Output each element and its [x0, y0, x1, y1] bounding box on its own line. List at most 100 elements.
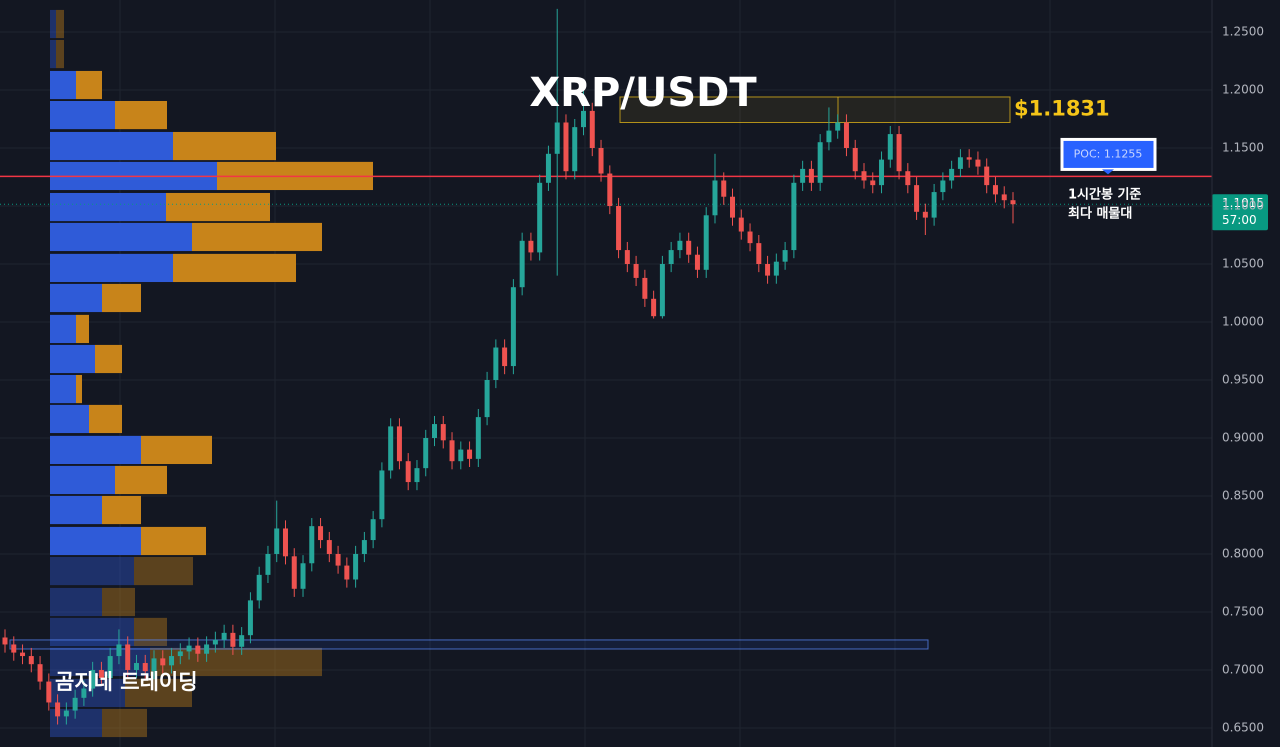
profile-buy: [50, 283, 102, 313]
candle-body: [773, 261, 779, 276]
profile-buy: [50, 192, 166, 222]
profile-buy: [50, 526, 141, 556]
candle-body: [730, 196, 736, 218]
profile-buy: [50, 100, 115, 130]
candle-body: [642, 277, 648, 299]
candle-body: [922, 211, 928, 218]
y-tick-label: 1.2500: [1222, 25, 1264, 39]
candle-body: [230, 632, 236, 647]
candle-body: [694, 254, 700, 270]
candle-body: [1010, 200, 1016, 205]
y-tick-label: 0.8000: [1222, 546, 1264, 560]
y-tick-label: 1.0000: [1222, 314, 1264, 328]
candle-body: [510, 287, 516, 367]
candle-body: [747, 231, 753, 244]
candle-body: [545, 153, 551, 183]
candle-body: [572, 127, 578, 172]
candle-body: [46, 681, 52, 703]
price-zone: [619, 96, 1011, 123]
candle-body: [975, 159, 981, 167]
candle-body: [37, 664, 43, 682]
profile-sell: [141, 526, 206, 556]
candle-body: [896, 134, 902, 172]
profile-sell: [173, 253, 296, 283]
candle-body: [81, 688, 87, 698]
candle-body: [712, 180, 718, 216]
profile-buy: [50, 587, 102, 617]
profile-buy: [50, 344, 95, 374]
candle-body: [55, 702, 61, 717]
profile-buy: [50, 404, 89, 434]
candle-body: [598, 148, 604, 174]
profile-sell: [102, 708, 147, 738]
candle-body: [957, 157, 963, 169]
candle-body: [353, 553, 359, 580]
profile-sell: [56, 9, 64, 39]
candle-body: [1001, 194, 1007, 201]
candle-body: [677, 240, 683, 251]
profile-buy: [50, 556, 134, 586]
y-tick-label: 1.1000: [1222, 199, 1264, 213]
profile-sell: [134, 556, 193, 586]
candle-body: [765, 264, 771, 276]
profile-sell: [102, 495, 141, 525]
candle-body: [949, 168, 955, 181]
candle-body: [528, 240, 534, 253]
watermark: 곰지네 트레이딩: [55, 670, 198, 694]
candle-body: [782, 250, 788, 262]
profile-sell: [115, 465, 167, 495]
candle-body: [633, 264, 639, 278]
profile-sell: [102, 587, 135, 617]
candle-body: [318, 526, 324, 541]
candle-body: [624, 250, 630, 265]
candle-body: [414, 468, 420, 483]
candle-body: [519, 240, 525, 288]
candle-body: [607, 173, 613, 207]
candle-body: [151, 658, 157, 672]
candle-body: [659, 264, 665, 317]
candle-body: [300, 563, 306, 589]
candle-body: [11, 644, 17, 653]
candle-body: [493, 347, 499, 380]
y-tick-label: 1.2000: [1222, 83, 1264, 97]
candle-body: [20, 652, 26, 657]
candle-body: [738, 217, 744, 232]
profile-buy: [50, 39, 56, 69]
candle-body: [212, 639, 218, 645]
poc-label: POC: 1.1255: [1074, 147, 1143, 160]
candle-body: [239, 635, 245, 647]
candle-body: [221, 632, 227, 640]
candle-body: [282, 528, 288, 557]
candle-body: [808, 168, 814, 183]
candle-body: [905, 171, 911, 186]
profile-sell: [166, 192, 270, 222]
candle-body: [966, 157, 972, 160]
profile-sell: [89, 404, 122, 434]
candle-body: [721, 180, 727, 197]
candle-body: [686, 240, 692, 255]
candle-body: [475, 417, 481, 459]
candle-body: [703, 215, 709, 270]
profile-sell: [76, 374, 82, 404]
candle-body: [537, 182, 543, 253]
profile-buy: [50, 435, 141, 465]
candle-body: [344, 565, 350, 580]
candle-body: [756, 243, 762, 265]
profile-sell: [102, 283, 141, 313]
poc-label-box: [1060, 137, 1157, 171]
profile-sell: [173, 131, 276, 161]
y-tick-label: 0.6500: [1222, 720, 1264, 734]
candle-body: [72, 697, 78, 711]
candle-body: [914, 185, 920, 212]
candle-body: [940, 180, 946, 193]
poc-pointer: [1102, 169, 1114, 175]
candle-body: [887, 134, 893, 160]
candle-body: [133, 663, 139, 670]
profile-buy: [50, 222, 192, 252]
poc-note: 최다 매물대: [1068, 206, 1132, 222]
candle-body: [98, 669, 104, 679]
candle-body: [247, 600, 253, 636]
profile-buy: [50, 374, 76, 404]
